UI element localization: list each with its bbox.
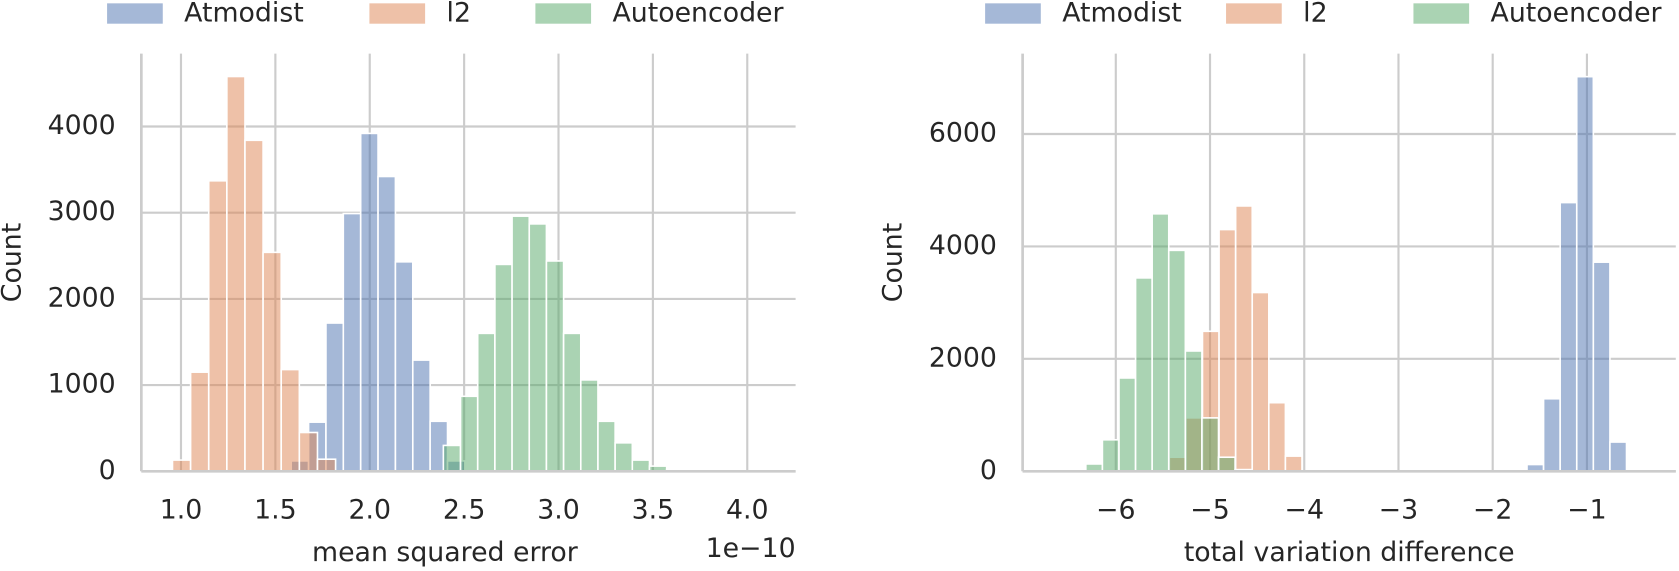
histogram-bar bbox=[394, 261, 414, 473]
histogram-bar bbox=[226, 75, 246, 473]
y-tick-label: 2000 bbox=[929, 342, 997, 373]
y-tick-label: 0 bbox=[980, 455, 997, 486]
histogram-bar bbox=[459, 395, 479, 473]
x-tick-label: −1 bbox=[1567, 494, 1606, 525]
x-tick-label: 2.5 bbox=[443, 494, 486, 525]
histogram-bar bbox=[494, 263, 513, 473]
histogram-bar bbox=[377, 175, 397, 473]
legend-label: Autoencoder bbox=[1491, 0, 1662, 29]
histogram-bar bbox=[1268, 401, 1287, 473]
y-tick-label: 4000 bbox=[929, 230, 997, 261]
histogram-bar bbox=[411, 359, 431, 473]
x-tick-label: 4.0 bbox=[726, 494, 769, 525]
histogram-bar bbox=[189, 371, 210, 473]
histogram-bar bbox=[1184, 350, 1203, 473]
y-tick-label: 2000 bbox=[48, 282, 116, 313]
x-tick-label: 3.5 bbox=[632, 494, 675, 525]
histogram-bar bbox=[280, 368, 301, 473]
histogram-bar bbox=[171, 459, 192, 473]
histogram-bar bbox=[562, 332, 582, 473]
y-tick-label: 1000 bbox=[48, 369, 116, 400]
y-tick-label: 3000 bbox=[48, 196, 116, 227]
histogram-bar bbox=[1609, 441, 1628, 473]
y-tick-label: 6000 bbox=[929, 118, 997, 149]
histogram-bar bbox=[1118, 377, 1137, 473]
legend-label: Atmodist bbox=[184, 0, 304, 29]
x-tick-label: −2 bbox=[1473, 494, 1512, 525]
histogram-bar bbox=[1101, 438, 1120, 473]
x-axis-label: mean squared error bbox=[312, 537, 578, 568]
histogram-bar bbox=[298, 431, 319, 473]
histogram-bar bbox=[1542, 397, 1561, 473]
x-tick-label: 2.0 bbox=[348, 494, 391, 525]
histogram-bar bbox=[262, 251, 283, 473]
legend-swatch bbox=[985, 3, 1041, 24]
histogram-bar bbox=[1234, 205, 1254, 473]
histogram-bar bbox=[1167, 249, 1187, 473]
y-tick-label: 0 bbox=[99, 455, 116, 486]
histogram-bar bbox=[1218, 228, 1237, 473]
histogram-bar bbox=[1592, 261, 1611, 473]
x-tick-label: 1.0 bbox=[160, 494, 203, 525]
histogram-bar bbox=[631, 459, 651, 473]
histogram-bar bbox=[1151, 213, 1170, 473]
x-offset-label: 1e−10 bbox=[706, 533, 796, 564]
y-tick-label: 4000 bbox=[48, 110, 116, 141]
legend-label: Autoencoder bbox=[612, 0, 783, 29]
legend-swatch bbox=[369, 3, 426, 24]
histogram-bar bbox=[614, 442, 634, 473]
x-tick-label: 3.0 bbox=[537, 494, 580, 525]
histogram-bar bbox=[1559, 201, 1578, 473]
histogram-bar bbox=[207, 180, 228, 473]
x-tick-label: −5 bbox=[1190, 494, 1229, 525]
histogram-bar bbox=[545, 260, 565, 473]
legend-swatch bbox=[107, 3, 163, 24]
histogram-bar bbox=[597, 420, 616, 473]
legend-label: l2 bbox=[447, 0, 471, 29]
x-tick-label: −3 bbox=[1379, 494, 1418, 525]
histogram-bar bbox=[528, 223, 548, 473]
histogram-bar bbox=[1251, 291, 1270, 473]
x-tick-label: −4 bbox=[1285, 494, 1324, 525]
x-tick-label: 1.5 bbox=[254, 494, 297, 525]
legend-swatch bbox=[1413, 3, 1470, 24]
legend-swatch bbox=[1226, 3, 1282, 24]
histogram-bar bbox=[1201, 417, 1220, 473]
legend-label: Atmodist bbox=[1062, 0, 1182, 29]
histogram-bar bbox=[1217, 456, 1236, 473]
histogram-bar bbox=[1134, 277, 1153, 473]
legend-label: l2 bbox=[1303, 0, 1327, 29]
histogram-bar bbox=[342, 212, 362, 473]
histogram-bar bbox=[316, 458, 337, 473]
y-axis-label: Count bbox=[0, 223, 27, 302]
histogram-bar bbox=[1284, 455, 1303, 473]
y-axis-label: Count bbox=[878, 223, 909, 302]
histogram-bar bbox=[1575, 75, 1595, 473]
histogram-bar bbox=[325, 322, 345, 473]
legend-swatch bbox=[535, 3, 592, 24]
histogram-bar bbox=[579, 379, 599, 473]
histogram-bar bbox=[511, 215, 531, 473]
histogram-bar bbox=[244, 139, 264, 473]
histogram-bar bbox=[359, 132, 379, 473]
histogram-bar bbox=[442, 444, 462, 473]
x-tick-label: −6 bbox=[1096, 494, 1135, 525]
x-axis-label: total variation difference bbox=[1184, 537, 1515, 568]
histogram-bar bbox=[476, 332, 496, 473]
